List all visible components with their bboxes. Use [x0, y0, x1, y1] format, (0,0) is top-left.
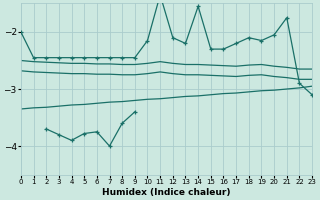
X-axis label: Humidex (Indice chaleur): Humidex (Indice chaleur): [102, 188, 231, 197]
